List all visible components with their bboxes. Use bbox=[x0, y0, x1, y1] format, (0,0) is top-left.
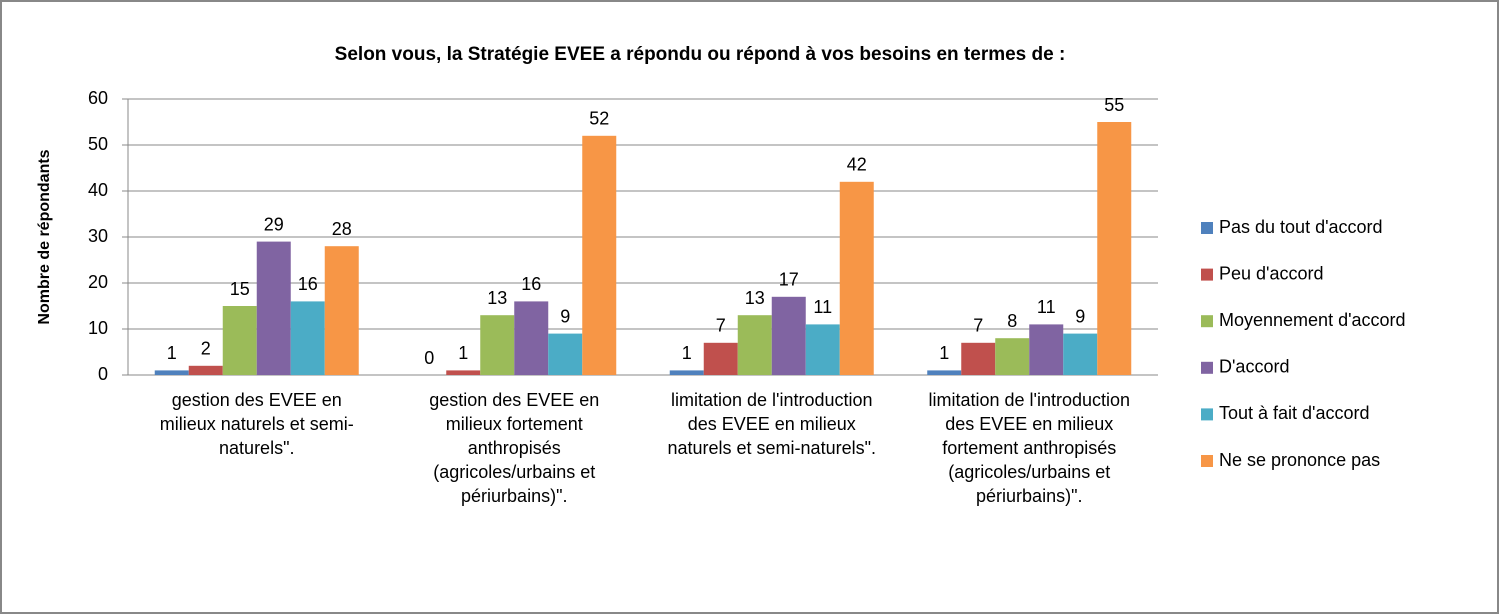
data-label: 42 bbox=[847, 155, 867, 175]
data-label: 52 bbox=[589, 109, 609, 129]
data-label: 11 bbox=[813, 297, 832, 317]
y-tick-label: 10 bbox=[88, 318, 108, 338]
bar bbox=[737, 315, 772, 375]
bar bbox=[1097, 122, 1132, 375]
bar bbox=[927, 370, 962, 375]
bar bbox=[995, 338, 1030, 375]
bar bbox=[703, 342, 738, 375]
legend-swatch bbox=[1201, 455, 1213, 467]
legend-swatch bbox=[1201, 408, 1213, 421]
data-label: 11 bbox=[1037, 297, 1056, 317]
data-label: 2 bbox=[201, 339, 211, 359]
bar bbox=[839, 181, 874, 375]
x-tick-label: gestion des EVEE en milieux fortement an… bbox=[429, 390, 600, 506]
data-label: 7 bbox=[716, 316, 726, 336]
y-tick-label: 60 bbox=[88, 88, 108, 108]
data-label: 28 bbox=[332, 219, 352, 239]
legend-label: Ne se prononce pas bbox=[1219, 450, 1380, 470]
y-axis-label: Nombre de répondants bbox=[36, 149, 53, 324]
data-label: 7 bbox=[973, 316, 983, 336]
legend-swatch bbox=[1201, 315, 1213, 328]
x-tick-label: limitation de l'introduction des EVEE en… bbox=[667, 390, 876, 458]
bar bbox=[154, 370, 189, 375]
bar bbox=[256, 241, 291, 375]
x-tick-label: limitation de l'introduction des EVEE en… bbox=[928, 390, 1131, 506]
data-label: 1 bbox=[939, 343, 949, 363]
data-label: 55 bbox=[1104, 95, 1124, 115]
bar bbox=[1063, 333, 1098, 375]
legend-label: D'accord bbox=[1219, 357, 1289, 377]
data-label: 29 bbox=[264, 214, 284, 234]
data-label: 13 bbox=[487, 288, 507, 308]
data-label: 8 bbox=[1007, 311, 1017, 331]
legend-swatch bbox=[1201, 222, 1213, 234]
data-label: 15 bbox=[230, 279, 250, 299]
bar bbox=[548, 333, 583, 375]
data-label: 1 bbox=[458, 343, 468, 363]
legend-label: Pas du tout d'accord bbox=[1219, 217, 1383, 237]
bar bbox=[446, 370, 481, 375]
bar bbox=[771, 296, 806, 375]
bar bbox=[669, 370, 704, 375]
bar bbox=[582, 135, 617, 375]
bar bbox=[480, 315, 515, 375]
data-label: 1 bbox=[167, 343, 177, 363]
y-tick-label: 30 bbox=[88, 226, 108, 246]
bar bbox=[188, 365, 223, 375]
legend-label: Moyennement d'accord bbox=[1219, 310, 1406, 330]
bar bbox=[1029, 324, 1064, 375]
y-tick-label: 0 bbox=[98, 364, 108, 384]
bar bbox=[805, 324, 840, 375]
legend-label: Tout à fait d'accord bbox=[1219, 403, 1370, 423]
y-tick-label: 20 bbox=[88, 272, 108, 292]
data-label: 9 bbox=[560, 306, 570, 326]
bar bbox=[324, 246, 359, 375]
data-label: 13 bbox=[745, 288, 765, 308]
y-tick-label: 40 bbox=[88, 180, 108, 200]
x-tick-label: gestion des EVEE en milieux naturels et … bbox=[159, 390, 354, 458]
bar bbox=[514, 301, 549, 375]
data-label: 16 bbox=[298, 274, 318, 294]
legend-label: Peu d'accord bbox=[1219, 263, 1324, 283]
data-label: 17 bbox=[779, 270, 799, 290]
y-tick-label: 50 bbox=[88, 134, 108, 154]
data-label: 1 bbox=[682, 343, 692, 363]
bar bbox=[961, 342, 996, 375]
bar bbox=[290, 301, 325, 375]
data-label: 0 bbox=[424, 348, 434, 368]
bar bbox=[222, 306, 257, 375]
chart-title: Selon vous, la Stratégie EVEE a répondu … bbox=[335, 44, 1066, 65]
data-label: 9 bbox=[1075, 306, 1085, 326]
data-label: 16 bbox=[521, 274, 541, 294]
legend-swatch bbox=[1201, 361, 1213, 374]
legend-swatch bbox=[1201, 268, 1213, 281]
